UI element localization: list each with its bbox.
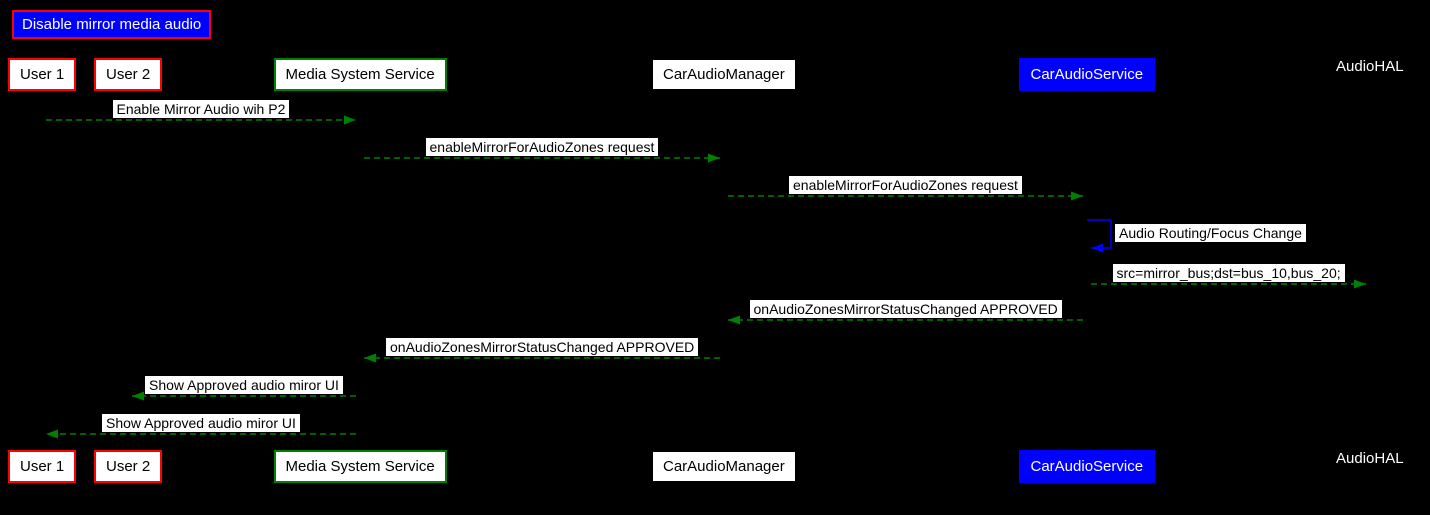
actor-cas: CarAudioService xyxy=(1019,58,1156,91)
actor-user2: User 2 xyxy=(94,450,162,483)
diagram-title: Disable mirror media audio xyxy=(12,10,211,39)
message-label: enableMirrorForAudioZones request xyxy=(426,138,659,156)
message-label: Show Approved audio miror UI xyxy=(102,414,300,432)
sequence-diagram: Disable mirror media audio User 1 User 1 U… xyxy=(0,0,1430,515)
message-label: enableMirrorForAudioZones request xyxy=(789,176,1022,194)
actor-user2: User 2 xyxy=(94,58,162,91)
message-label: src=mirror_bus;dst=bus_10,bus_20; xyxy=(1113,264,1345,282)
actor-media: Media System Service xyxy=(274,450,447,483)
actor-hal: AudioHAL xyxy=(1336,450,1404,467)
actor-media: Media System Service xyxy=(274,58,447,91)
message-label: Enable Mirror Audio wih P2 xyxy=(113,100,290,118)
actor-hal: AudioHAL xyxy=(1336,58,1404,75)
message-label: Show Approved audio miror UI xyxy=(145,376,343,394)
actor-cas: CarAudioService xyxy=(1019,450,1156,483)
actor-user1: User 1 xyxy=(8,450,76,483)
message-label: Audio Routing/Focus Change xyxy=(1115,224,1306,242)
message-label: onAudioZonesMirrorStatusChanged APPROVED xyxy=(386,338,698,356)
message-label: onAudioZonesMirrorStatusChanged APPROVED xyxy=(750,300,1062,318)
actor-cam: CarAudioManager xyxy=(651,58,797,91)
actor-cam: CarAudioManager xyxy=(651,450,797,483)
actor-user1: User 1 xyxy=(8,58,76,91)
